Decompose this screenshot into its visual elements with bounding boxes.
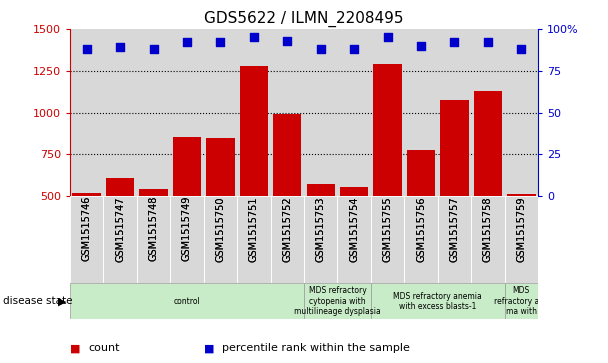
- Text: GSM1515759: GSM1515759: [516, 196, 527, 261]
- Bar: [106, 178, 134, 280]
- Bar: [471, 196, 505, 283]
- Text: GSM1515746: GSM1515746: [81, 196, 92, 261]
- Bar: [438, 196, 471, 283]
- Text: GSM1515752: GSM1515752: [282, 196, 292, 262]
- Bar: [371, 283, 505, 319]
- Text: GSM1515747: GSM1515747: [115, 196, 125, 261]
- Bar: [237, 29, 271, 196]
- Text: GSM1515748: GSM1515748: [148, 196, 159, 261]
- Text: GSM1515754: GSM1515754: [349, 196, 359, 261]
- Bar: [70, 29, 103, 196]
- Text: percentile rank within the sample: percentile rank within the sample: [222, 343, 410, 354]
- Text: GSM1515754: GSM1515754: [349, 196, 359, 261]
- Bar: [237, 196, 271, 283]
- Text: GSM1515756: GSM1515756: [416, 196, 426, 261]
- Bar: [173, 137, 201, 280]
- Point: [483, 40, 493, 45]
- Text: disease state: disease state: [3, 296, 72, 306]
- Text: MDS refractory anemia
with excess blasts-1: MDS refractory anemia with excess blasts…: [393, 291, 482, 311]
- Bar: [404, 29, 438, 196]
- Bar: [371, 196, 404, 283]
- Bar: [170, 29, 204, 196]
- Text: GSM1515748: GSM1515748: [148, 196, 159, 261]
- Point: [517, 46, 527, 52]
- Text: GSM1515759: GSM1515759: [516, 196, 527, 261]
- Bar: [206, 138, 235, 280]
- Bar: [70, 283, 304, 319]
- Text: MDS refractory
cytopenia with
multilineage dysplasia: MDS refractory cytopenia with multilinea…: [294, 286, 381, 316]
- Bar: [139, 188, 168, 280]
- Text: GSM1515747: GSM1515747: [115, 196, 125, 261]
- Bar: [271, 29, 304, 196]
- Bar: [404, 196, 438, 283]
- Bar: [273, 114, 302, 280]
- Bar: [505, 196, 538, 283]
- Text: GSM1515751: GSM1515751: [249, 196, 259, 261]
- Text: GSM1515749: GSM1515749: [182, 196, 192, 261]
- Text: GSM1515757: GSM1515757: [449, 196, 460, 262]
- Point: [416, 43, 426, 49]
- Point: [282, 38, 292, 44]
- Text: GSM1515750: GSM1515750: [215, 196, 226, 261]
- Text: count: count: [88, 343, 120, 354]
- Bar: [204, 29, 237, 196]
- Bar: [505, 29, 538, 196]
- Text: GSM1515749: GSM1515749: [182, 196, 192, 261]
- Text: ▶: ▶: [58, 296, 67, 306]
- Bar: [373, 64, 402, 280]
- Point: [249, 34, 259, 40]
- Point: [449, 40, 460, 45]
- Bar: [103, 196, 137, 283]
- Text: GSM1515750: GSM1515750: [215, 196, 226, 261]
- Bar: [337, 29, 371, 196]
- Point: [81, 46, 91, 52]
- Text: GSM1515756: GSM1515756: [416, 196, 426, 261]
- Bar: [304, 196, 337, 283]
- Text: GSM1515755: GSM1515755: [382, 196, 393, 262]
- Bar: [507, 194, 536, 280]
- Bar: [304, 29, 337, 196]
- Text: ■: ■: [204, 343, 214, 354]
- Text: GSM1515758: GSM1515758: [483, 196, 493, 261]
- Bar: [240, 66, 268, 280]
- Point: [383, 34, 393, 40]
- Text: GDS5622 / ILMN_2208495: GDS5622 / ILMN_2208495: [204, 11, 404, 27]
- Point: [215, 40, 225, 45]
- Bar: [72, 193, 101, 280]
- Text: GSM1515753: GSM1515753: [316, 196, 326, 261]
- Point: [349, 46, 359, 52]
- Bar: [440, 100, 469, 280]
- Text: MDS
refractory ane
ma with: MDS refractory ane ma with: [494, 286, 549, 316]
- Bar: [505, 283, 538, 319]
- Bar: [471, 29, 505, 196]
- Bar: [170, 196, 204, 283]
- Point: [182, 40, 192, 45]
- Bar: [70, 196, 103, 283]
- Bar: [304, 283, 371, 319]
- Bar: [137, 196, 170, 283]
- Bar: [306, 184, 335, 280]
- Bar: [137, 29, 170, 196]
- Text: GSM1515746: GSM1515746: [81, 196, 92, 261]
- Bar: [103, 29, 137, 196]
- Point: [148, 46, 158, 52]
- Bar: [438, 29, 471, 196]
- Text: GSM1515758: GSM1515758: [483, 196, 493, 261]
- Point: [115, 45, 125, 50]
- Bar: [337, 196, 371, 283]
- Bar: [271, 196, 304, 283]
- Bar: [204, 196, 237, 283]
- Bar: [474, 91, 502, 280]
- Bar: [340, 187, 368, 280]
- Bar: [371, 29, 404, 196]
- Text: GSM1515751: GSM1515751: [249, 196, 259, 261]
- Text: GSM1515755: GSM1515755: [382, 196, 393, 262]
- Point: [316, 46, 326, 52]
- Text: GSM1515752: GSM1515752: [282, 196, 292, 262]
- Bar: [407, 150, 435, 280]
- Text: GSM1515757: GSM1515757: [449, 196, 460, 262]
- Text: GSM1515753: GSM1515753: [316, 196, 326, 261]
- Text: ■: ■: [70, 343, 80, 354]
- Text: control: control: [174, 297, 200, 306]
